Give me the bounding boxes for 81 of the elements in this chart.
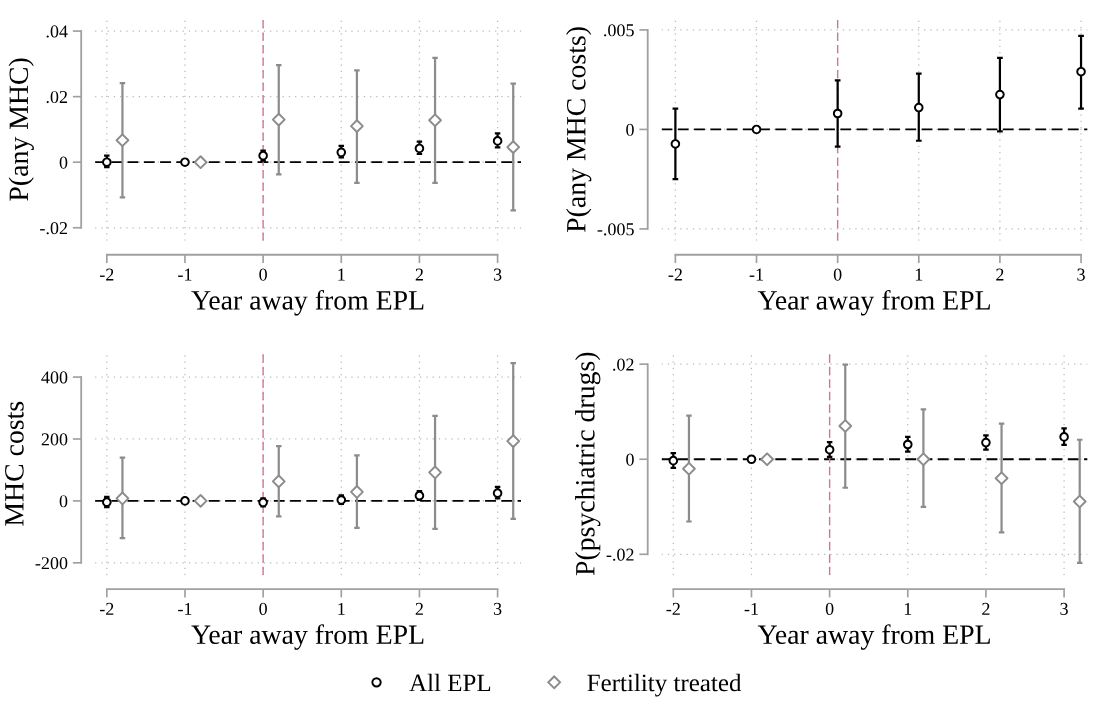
x-tick-label: 1 xyxy=(338,268,345,281)
x-tick-label: 3 xyxy=(493,602,502,615)
x-tick-label: 2 xyxy=(982,602,990,615)
point xyxy=(115,491,130,506)
point xyxy=(995,89,1005,100)
x-tick-label: 0 xyxy=(825,602,834,615)
x-tick-label: -2 xyxy=(99,268,114,281)
y-axis-title: P(any MHC) xyxy=(8,58,34,201)
y-tick-label: .02 xyxy=(613,358,634,371)
point xyxy=(668,455,679,466)
y-tick-label: -200 xyxy=(35,557,68,570)
y-tick-label: 0 xyxy=(626,453,634,466)
point xyxy=(916,452,931,467)
point xyxy=(1072,494,1087,509)
point xyxy=(180,496,190,506)
x-tick-label: 2 xyxy=(996,268,1004,281)
x-tick-label: 3 xyxy=(493,268,502,281)
point xyxy=(994,471,1009,486)
x-axis-title: Year away from EPL xyxy=(757,289,990,316)
y-tick-label: 200 xyxy=(41,433,68,446)
x-tick-label: 0 xyxy=(259,268,267,281)
x-tick-label: 1 xyxy=(904,602,912,615)
y-tick-label: .005 xyxy=(604,24,634,37)
point xyxy=(760,452,774,467)
x-tick-label: -1 xyxy=(749,268,763,281)
point xyxy=(1076,66,1086,77)
y-tick-label: 0 xyxy=(59,156,68,169)
x-tick-label: 1 xyxy=(915,268,923,281)
y-axis-title: MHC costs xyxy=(5,401,24,526)
y-tick-label: 0 xyxy=(59,495,68,508)
point xyxy=(271,474,286,489)
y-tick-label: .02 xyxy=(46,90,68,104)
legend-label: All EPL xyxy=(409,673,491,692)
point xyxy=(428,113,442,128)
x-tick-label: -1 xyxy=(744,602,758,615)
y-tick-label: .04 xyxy=(46,25,68,38)
point xyxy=(913,102,924,113)
point xyxy=(350,485,364,499)
point xyxy=(902,439,913,450)
y-tick-label: -.02 xyxy=(606,548,634,561)
x-tick-label: 0 xyxy=(259,602,267,615)
point xyxy=(824,444,835,455)
y-tick-label: 400 xyxy=(41,371,68,384)
point xyxy=(271,112,286,127)
y-tick-label: -.02 xyxy=(40,222,68,235)
x-tick-label: -2 xyxy=(668,268,682,281)
point xyxy=(180,157,190,167)
x-axis-title: Year away from EPL xyxy=(757,624,990,650)
y-axis-title: P(psychiatric drugs) xyxy=(575,352,601,576)
point xyxy=(682,461,696,476)
point xyxy=(428,465,442,480)
x-tick-label: -2 xyxy=(99,602,114,615)
legend-label: Fertility treated xyxy=(587,673,742,697)
point xyxy=(193,155,208,170)
point xyxy=(492,136,503,146)
y-tick-label: 0 xyxy=(626,123,634,136)
point xyxy=(102,157,112,167)
point xyxy=(506,434,521,449)
x-tick-label: 3 xyxy=(1077,268,1085,281)
point xyxy=(193,494,208,508)
y-tick-label: -.005 xyxy=(597,223,634,236)
x-axis-title: Year away from EPL xyxy=(191,289,424,316)
y-axis-title: P(any MHC costs) xyxy=(566,27,592,233)
point xyxy=(670,139,681,149)
point xyxy=(115,133,130,148)
point xyxy=(1059,432,1069,442)
x-axis-title: Year away from EPL xyxy=(191,624,424,650)
x-tick-label: -2 xyxy=(666,602,680,615)
x-tick-label: 0 xyxy=(833,268,842,281)
point xyxy=(751,124,762,135)
x-tick-label: 2 xyxy=(415,602,423,615)
x-tick-label: 3 xyxy=(1060,602,1068,615)
point xyxy=(506,140,521,154)
point xyxy=(838,419,853,433)
point xyxy=(350,119,364,133)
x-tick-label: 1 xyxy=(338,602,345,615)
point xyxy=(832,108,843,119)
x-tick-label: -1 xyxy=(178,602,192,615)
x-tick-label: 2 xyxy=(415,268,423,281)
x-tick-label: -1 xyxy=(178,268,192,281)
point xyxy=(746,454,757,465)
